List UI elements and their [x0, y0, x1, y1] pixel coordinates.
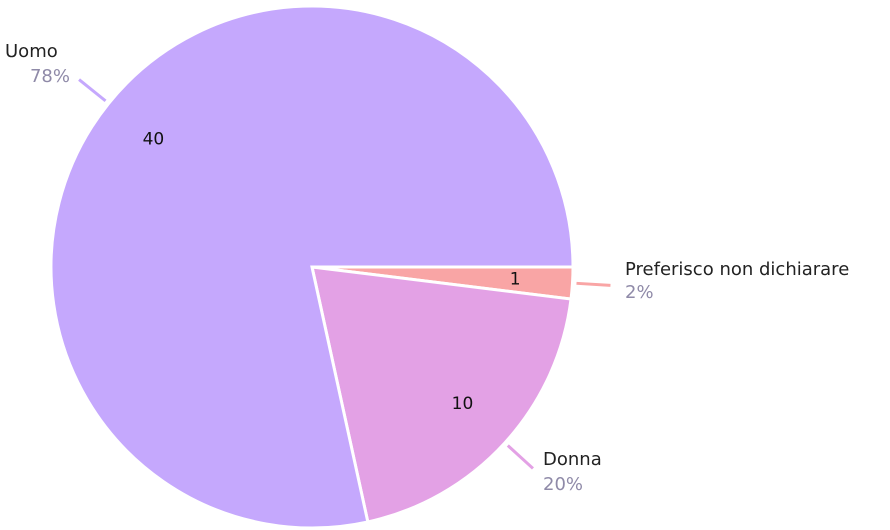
leader-line	[506, 444, 534, 470]
leader-line	[576, 281, 611, 287]
pie-slice	[49, 4, 575, 530]
slice-percent-label: 20%	[543, 474, 583, 495]
slice-name-label: Donna	[543, 449, 602, 470]
leader-line	[78, 78, 107, 103]
pie-slice	[310, 265, 573, 524]
slice-value-label: 10	[452, 394, 474, 414]
slice-percent-label: 78%	[30, 66, 70, 87]
slice-name-label: Preferisco non dichiarare	[625, 259, 849, 280]
slice-value-label: 40	[143, 129, 165, 149]
slice-percent-label: 2%	[625, 282, 654, 303]
slice-value-label: 1	[510, 270, 521, 290]
slice-name-label: Uomo	[5, 41, 58, 62]
